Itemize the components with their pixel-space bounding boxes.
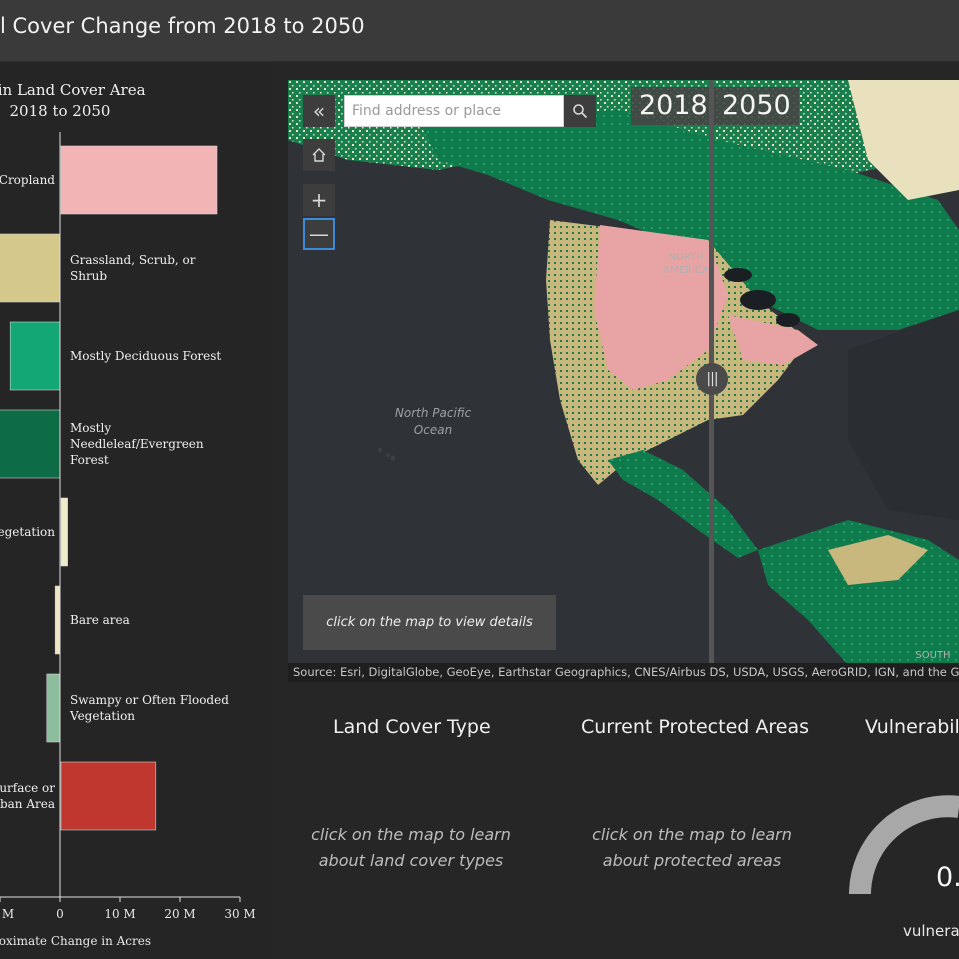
chart-category-label: Mostly Needleleaf/Evergreen Forest bbox=[70, 421, 204, 467]
chart-category-label: Grassland, Scrub, or Shrub bbox=[70, 253, 196, 283]
chart-tick-label: M bbox=[2, 907, 14, 921]
chart-tick-label: 30 M bbox=[224, 907, 255, 921]
protected-hint-line2: about protected areas bbox=[602, 851, 782, 870]
search-icon bbox=[573, 104, 588, 119]
app-title: l Cover Change from 2018 to 2050 bbox=[0, 14, 365, 38]
protected-hint-line1: click on the map to learn bbox=[592, 825, 792, 844]
chart-tick-label: 10 M bbox=[104, 907, 135, 921]
chart-tick-label: 20 M bbox=[164, 907, 195, 921]
land-cover-type-hint: click on the map to learn about land cov… bbox=[301, 822, 521, 874]
chart-subtitle: 2018 to 2050 bbox=[10, 102, 111, 120]
zoom-in-button[interactable]: + bbox=[303, 184, 335, 216]
land-cover-type-title: Land Cover Type bbox=[333, 716, 491, 738]
chart-category-label: Bare area bbox=[70, 613, 130, 627]
chart-tick-label: 0 bbox=[56, 907, 64, 921]
chart-bar bbox=[54, 585, 61, 655]
continent-label-line2: AMERICA bbox=[663, 265, 709, 276]
home-icon bbox=[312, 148, 326, 162]
continent-label: NORTH bbox=[668, 252, 703, 263]
chart-x-axis-label: roximate Change in Acres bbox=[0, 934, 151, 948]
land-cover-hint-line2: about land cover types bbox=[318, 851, 504, 870]
vulnerability-caption: vulnera bbox=[903, 922, 959, 940]
chart-category-label: Cropland bbox=[0, 173, 55, 187]
year-label-right: 2050 bbox=[714, 87, 799, 125]
chart-bar bbox=[0, 409, 61, 479]
details-hint-box: click on the map to view details bbox=[303, 595, 556, 650]
vulnerability-gauge bbox=[849, 795, 959, 895]
swipe-handle[interactable]: ||| bbox=[696, 363, 728, 395]
land-cover-chart-panel: ge in Land Cover Area 2018 to 2050 Cropl… bbox=[0, 62, 272, 959]
chart-bar bbox=[46, 673, 61, 743]
plus-icon: + bbox=[310, 188, 328, 212]
land-cover-hint-line1: click on the map to learn bbox=[311, 825, 511, 844]
chart-category-label: Mostly Deciduous Forest bbox=[70, 349, 221, 363]
ocean-label-line2: Ocean bbox=[414, 423, 452, 437]
search-input[interactable] bbox=[345, 96, 563, 126]
year-label-left: 2018 bbox=[631, 87, 716, 125]
protected-areas-hint: click on the map to learn about protecte… bbox=[582, 822, 802, 874]
vulnerability-value: 0. bbox=[936, 862, 959, 893]
home-button[interactable] bbox=[303, 139, 335, 171]
chart-bar bbox=[60, 497, 68, 567]
map-basemap[interactable]: North Pacific Ocean NORTH AMERICA SOUTH bbox=[288, 80, 959, 665]
swipe-map[interactable]: North Pacific Ocean NORTH AMERICA SOUTH … bbox=[288, 80, 959, 682]
map-attribution: Source: Esri, DigitalGlobe, GeoEye, Eart… bbox=[288, 663, 959, 682]
chart-bar bbox=[60, 761, 157, 831]
protected-areas-title: Current Protected Areas bbox=[581, 716, 809, 738]
search-box[interactable] bbox=[344, 95, 564, 127]
chart-bar bbox=[60, 145, 218, 215]
grip-icon: ||| bbox=[706, 371, 718, 387]
chart-category-label: Swampy or Often Flooded Vegetation bbox=[69, 693, 229, 723]
vulnerability-title: Vulnerabil bbox=[865, 716, 959, 738]
ocean-label: North Pacific bbox=[395, 406, 472, 420]
double-chevron-left-icon: « bbox=[312, 99, 326, 123]
chart-bar bbox=[9, 321, 61, 391]
collapse-button[interactable]: « bbox=[303, 95, 335, 127]
search-button[interactable] bbox=[564, 95, 596, 127]
chart-category-label: Vegetation bbox=[0, 525, 55, 539]
land-cover-change-chart: ge in Land Cover Area 2018 to 2050 Cropl… bbox=[0, 81, 256, 948]
south-label: SOUTH bbox=[915, 650, 950, 661]
minus-icon: — bbox=[309, 222, 329, 246]
chart-title: ge in Land Cover Area bbox=[0, 81, 146, 99]
zoom-out-button[interactable]: — bbox=[303, 218, 335, 250]
app-header: l Cover Change from 2018 to 2050 bbox=[0, 0, 959, 62]
chart-bar bbox=[0, 233, 61, 303]
